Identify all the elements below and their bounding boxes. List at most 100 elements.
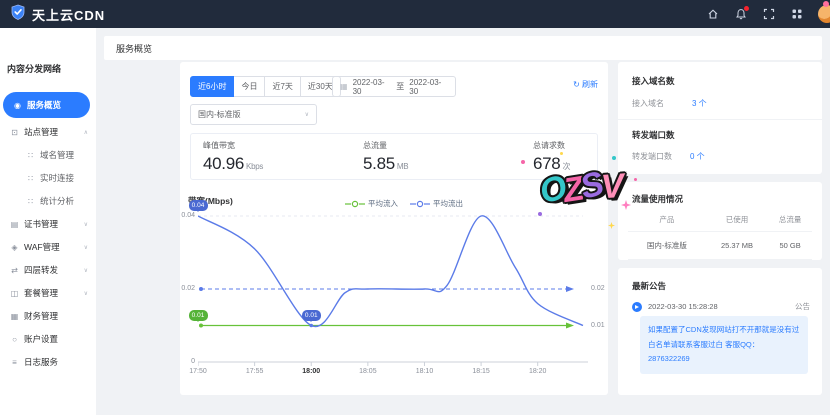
tab-last-30d[interactable]: 近30天 (300, 76, 341, 97)
sidebar-item-service-overview[interactable]: ◉ 服务概览 (3, 92, 90, 118)
stat-total-requests: 总请求数 678 次 (533, 141, 571, 173)
sidebar-nav: 内容分发网络 ◉ 服务概览 ⊡ 站点管理 ∧ ∷ 域名管理 ∷ 实时连接 ∷ 统… (0, 28, 96, 415)
user-avatar[interactable] (818, 5, 830, 23)
domain-card-title: 接入域名数 (632, 76, 675, 86)
tab-today[interactable]: 今日 (234, 76, 266, 97)
apps-grid-icon[interactable] (790, 8, 803, 21)
sidebar-item-realtime[interactable]: ∷ 实时连接 (27, 173, 75, 183)
port-count-value[interactable]: 0 个 (690, 152, 705, 161)
chevron-up-icon: ∧ (83, 129, 88, 136)
calendar-icon: ▦ (340, 82, 348, 91)
chart-title: 带宽(Mbps) (188, 196, 233, 206)
sidebar-item-domain-management[interactable]: ∷ 域名管理 (27, 150, 75, 160)
tab-last-6h[interactable]: 近6小时 (190, 76, 235, 97)
date-range-picker[interactable]: ▦ 2022-03-30 至 2022-03-30 (332, 76, 456, 97)
sidebar-item-layer4-forward[interactable]: ⇄ 四层转发 ∨ (11, 265, 88, 275)
package-icon: ◫ (10, 288, 19, 298)
domain-port-card: 接入域名数 接入域名 3 个 转发端口数 转发端口数 0 个 (618, 62, 822, 174)
x-tick-label: 18:00 (302, 368, 321, 375)
announcement-meta: 2022-03-30 15:28:28 公告 (632, 301, 810, 312)
sidebar-title: 内容分发网络 (7, 64, 62, 74)
site-icon: ⊡ (11, 127, 18, 137)
chart-legend: 平均流入 平均流出 (345, 198, 463, 209)
refresh-button[interactable]: ↻ 刷新 (573, 80, 598, 89)
announcement-card: 最新公告 2022-03-30 15:28:28 公告 如果配置了CDN发现网站… (618, 268, 822, 395)
table-row: 国内-标准版 25.37 MB 50 GB (628, 231, 812, 260)
sidebar-item-finance[interactable]: ▦ 财务管理 (10, 311, 59, 321)
chevron-down-icon: ∨ (83, 267, 88, 274)
announcement-time: 2022-03-30 15:28:28 (648, 302, 718, 311)
x-tick-label: 18:20 (528, 368, 547, 375)
y-tick-label: 0.02 (181, 285, 195, 292)
port-count-row: 转发端口数 0 个 (632, 152, 705, 161)
traffic-usage-card: 流量使用情况 产品 已使用 总流量 国内-标准版 25.37 MB 50 GB (618, 182, 822, 260)
product-select[interactable]: 国内-标准版 ∨ (190, 104, 317, 125)
chevron-down-icon: ∨ (304, 112, 309, 118)
legend-item[interactable]: 平均流出 (410, 198, 463, 209)
x-tick-label: 18:10 (415, 368, 434, 375)
inflow-end-label: 0.01 (591, 322, 605, 329)
date-separator: 至 (396, 82, 405, 91)
page-title-bar: 服务概览 (104, 36, 822, 60)
x-tick-label: 17:50 (189, 368, 207, 375)
grid-icon: ∷ (27, 150, 34, 160)
grid-icon: ∷ (27, 196, 34, 206)
sidebar-item-statistics[interactable]: ∷ 统计分析 (27, 196, 75, 206)
avatar-status-dot (823, 1, 829, 7)
port-card-title: 转发端口数 (632, 130, 675, 140)
account-icon: ○ (12, 334, 17, 344)
traffic-card-title: 流量使用情况 (632, 194, 684, 204)
legend-item[interactable]: 平均流入 (345, 198, 398, 209)
sidebar-item-certificate[interactable]: ▤ 证书管理 ∨ (10, 219, 88, 229)
sidebar-item-waf[interactable]: ◈ WAF管理 ∨ (11, 242, 88, 252)
date-start: 2022-03-30 (352, 77, 385, 96)
domain-count-value[interactable]: 3 个 (692, 99, 707, 108)
sidebar-item-site-management[interactable]: ⊡ 站点管理 ∧ (11, 127, 88, 137)
announcement-content[interactable]: 如果配置了CDN发现网站打不开那就是没有过白名单请联系客服过白 客服QQ：287… (640, 316, 808, 374)
time-range-tabs: 近6小时 今日 近7天 近30天 (190, 76, 341, 97)
stat-total-traffic: 总流量 5.85 MB (363, 141, 409, 173)
waf-shield-icon: ◈ (11, 242, 18, 252)
y-tick-label: 0.04 (181, 212, 195, 219)
bell-icon[interactable] (734, 5, 749, 21)
sidebar-item-package[interactable]: ◫ 套餐管理 ∨ (10, 288, 88, 298)
stat-peak-bandwidth: 峰值带宽 40.96 Kbps (203, 141, 264, 173)
x-tick-label: 18:05 (359, 368, 377, 375)
reference-line-label: 0.02 (591, 285, 605, 292)
brand[interactable]: 天上云CDN (0, 4, 105, 25)
x-tick-label: 18:15 (472, 368, 490, 375)
certificate-icon: ▤ (10, 219, 19, 229)
stats-summary: 峰值带宽 40.96 Kbps 总流量 5.85 MB 总请求数 678 次 (190, 133, 598, 180)
finance-icon: ▦ (10, 311, 19, 321)
point-label-balloon: 0.01 (188, 309, 208, 322)
chevron-down-icon: ∨ (83, 244, 88, 251)
point-label-balloon: 0.01 (301, 309, 321, 322)
chevron-down-icon: ∨ (83, 290, 88, 297)
sidebar-item-account-settings[interactable]: ○ 账户设置 (0, 329, 96, 349)
overview-card: 近6小时 今日 近7天 近30天 ▦ 2022-03-30 至 2022-03-… (180, 62, 608, 395)
legend-marker-icon (410, 200, 430, 207)
y-tick-label: 0 (191, 358, 195, 365)
log-icon: ≡ (12, 357, 17, 367)
grid-icon: ∷ (27, 173, 34, 183)
bandwidth-chart-svg[interactable] (198, 212, 590, 370)
legend-marker-icon (345, 200, 365, 207)
tab-last-7d[interactable]: 近7天 (265, 76, 301, 97)
domain-count-row: 接入域名 3 个 (632, 99, 707, 108)
divider (618, 119, 822, 120)
confetti-dot (634, 178, 637, 181)
sidebar-item-log-service[interactable]: ≡ 日志服务 (0, 352, 96, 372)
notification-badge (744, 5, 749, 11)
fullscreen-icon[interactable] (762, 8, 775, 21)
home-icon[interactable] (706, 8, 719, 21)
dashboard-icon: ◉ (14, 100, 21, 110)
announcement-card-title: 最新公告 (632, 281, 667, 291)
sparkle-icon (608, 222, 615, 229)
brand-name: 天上云CDN (32, 7, 106, 23)
date-end: 2022-03-30 (409, 77, 442, 96)
shield-logo-icon (10, 4, 26, 25)
forward-icon: ⇄ (11, 265, 18, 275)
breadcrumb: 服务概览 (116, 43, 153, 54)
chevron-down-icon: ∨ (83, 221, 88, 228)
